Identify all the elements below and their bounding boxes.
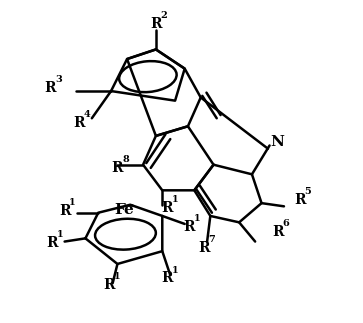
Text: N: N [271,135,285,149]
Text: 8: 8 [122,155,129,164]
Text: 5: 5 [305,187,311,196]
Text: 4: 4 [83,110,90,119]
Text: 1: 1 [57,230,63,239]
Text: R: R [150,17,162,31]
Text: 7: 7 [209,235,215,244]
Text: R: R [104,278,115,292]
Text: R: R [198,241,210,255]
Text: R: R [184,220,195,234]
Text: R: R [59,204,70,218]
Text: 1: 1 [172,266,178,275]
Text: 2: 2 [160,11,167,20]
Text: 1: 1 [194,214,201,223]
Text: R: R [161,271,173,286]
Text: R: R [44,81,56,95]
Text: R: R [46,236,58,250]
Text: 6: 6 [282,219,289,228]
Text: R: R [272,225,283,239]
Text: 1: 1 [69,198,76,207]
Text: R: R [73,116,85,130]
Text: 1: 1 [172,195,178,204]
Text: R: R [161,201,173,215]
Text: R: R [112,161,123,175]
Text: 1: 1 [114,272,121,281]
Text: Fe: Fe [114,203,134,216]
Text: R: R [294,193,306,207]
Text: 3: 3 [55,75,62,84]
